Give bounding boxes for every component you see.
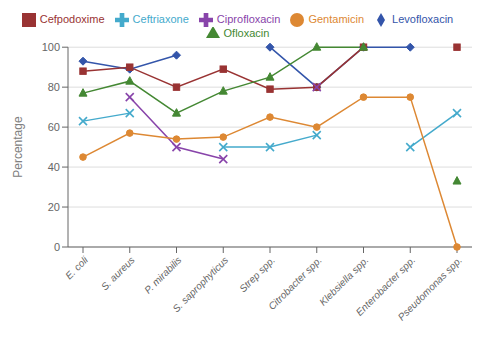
svg-text:Citrobacter spp.: Citrobacter spp. — [266, 254, 324, 312]
svg-text:100: 100 — [42, 41, 60, 53]
html-text:Ceftriaxone: Ceftriaxone — [132, 13, 189, 25]
svg-text:E. coli: E. coli — [63, 254, 91, 282]
svg-text:40: 40 — [48, 161, 60, 173]
html-text:Cefpodoxime: Cefpodoxime — [39, 13, 105, 25]
svg-text:80: 80 — [48, 81, 60, 93]
svg-text:S. saprophyticus: S. saprophyticus — [170, 254, 230, 314]
svg-text:Klebsiella spp.: Klebsiella spp. — [317, 254, 370, 307]
svg-text:Strep spp.: Strep spp. — [237, 254, 277, 294]
svg-text:20: 20 — [48, 201, 60, 213]
html-text:Ofloxacin: Ofloxacin — [223, 27, 270, 40]
svg-text:S. aureus: S. aureus — [99, 254, 137, 292]
svg-text:60: 60 — [48, 121, 60, 133]
html-text:Levofloxacin: Levofloxacin — [392, 13, 454, 25]
svg-text:Pseudomonas spp.: Pseudomonas spp. — [396, 254, 464, 322]
svg-text:0: 0 — [54, 241, 60, 253]
svg-text:P. mirabilis: P. mirabilis — [142, 254, 183, 295]
html-text:Gentamicin: Gentamicin — [308, 13, 365, 25]
svg-text:Percentage: Percentage — [11, 116, 25, 178]
html-text:Ciprofloxacin: Ciprofloxacin — [216, 13, 281, 25]
svg-text:Enterobacter spp.: Enterobacter spp. — [353, 254, 418, 318]
